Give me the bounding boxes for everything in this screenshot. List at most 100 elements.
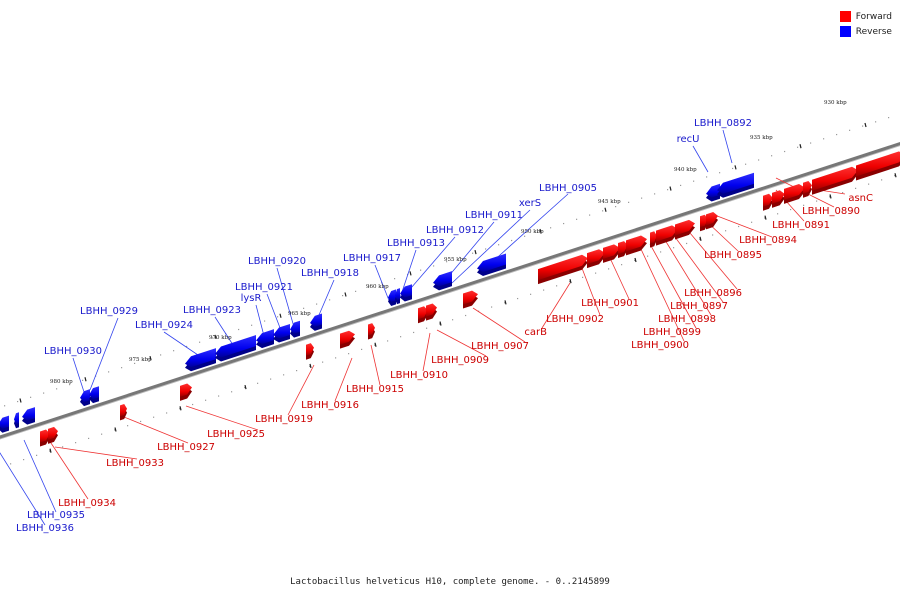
forward-gene-arrow[interactable] <box>120 404 127 417</box>
reverse-gene-label[interactable]: LBHH_0905 <box>539 183 597 194</box>
forward-gene-arrow[interactable] <box>180 383 192 397</box>
forward-gene-label[interactable]: LBHH_0894 <box>739 235 797 246</box>
tick-dot <box>504 302 506 304</box>
leader-line <box>579 262 601 316</box>
forward-gene-label[interactable]: LBHH_0910 <box>390 370 448 381</box>
tick-dot <box>426 327 428 329</box>
reverse-gene-arrow[interactable] <box>388 289 396 302</box>
tick-dot <box>23 459 25 461</box>
reverse-gene-arrow[interactable] <box>717 172 754 194</box>
forward-gene-arrow[interactable] <box>48 426 58 440</box>
reverse-gene-label[interactable]: LBHH_0912 <box>426 225 484 236</box>
tick-dot <box>810 142 812 144</box>
reverse-gene-arrow[interactable] <box>433 271 452 287</box>
forward-gene-label[interactable]: LBHH_0934 <box>58 498 116 509</box>
reverse-gene-arrow[interactable] <box>400 284 412 298</box>
forward-gene-label[interactable]: LBHH_0909 <box>431 355 489 366</box>
forward-gene-label[interactable]: LBHH_0896 <box>684 288 742 299</box>
forward-gene-arrow[interactable] <box>306 343 314 356</box>
forward-gene-arrow[interactable] <box>675 219 695 236</box>
forward-gene-arrow[interactable] <box>603 244 620 259</box>
forward-gene-label[interactable]: asnC <box>848 193 873 204</box>
forward-gene-arrow[interactable] <box>40 429 50 443</box>
reverse-gene-arrow[interactable] <box>477 253 506 273</box>
forward-gene-label[interactable]: LBHH_0916 <box>301 400 359 411</box>
forward-gene-arrow[interactable] <box>784 184 805 200</box>
tick-dot <box>790 208 792 211</box>
leader-line <box>48 439 89 500</box>
forward-gene-label[interactable]: LBHH_0897 <box>670 301 728 312</box>
kbp-label: 950 kbp <box>521 229 544 235</box>
tick-dot <box>69 384 71 386</box>
leader-line <box>489 193 569 265</box>
forward-gene-arrow[interactable] <box>772 190 785 204</box>
reverse-gene-arrow[interactable] <box>185 348 216 368</box>
forward-gene-arrow[interactable] <box>418 306 428 320</box>
forward-gene-arrow[interactable] <box>538 254 588 281</box>
forward-gene-arrow[interactable] <box>706 211 718 226</box>
reverse-gene-arrow[interactable] <box>395 288 400 301</box>
reverse-gene-arrow[interactable] <box>0 415 9 429</box>
reverse-gene-label[interactable]: LBHH_0923 <box>183 305 241 316</box>
reverse-gene-arrow[interactable] <box>215 335 256 358</box>
reverse-gene-label[interactable]: LBHH_0936 <box>16 523 74 534</box>
reverse-gene-arrow[interactable] <box>706 183 720 198</box>
reverse-gene-arrow[interactable] <box>273 323 290 339</box>
tick-dot <box>576 218 578 220</box>
forward-gene-label[interactable]: LBHH_0895 <box>704 250 762 261</box>
forward-gene-arrow[interactable] <box>763 193 773 207</box>
forward-gene-label[interactable]: LBHH_0933 <box>106 458 164 469</box>
reverse-gene-label[interactable]: LBHH_0935 <box>27 510 85 521</box>
reverse-gene-label[interactable]: LBHH_0924 <box>135 320 193 331</box>
reverse-gene-label[interactable]: xerS <box>519 198 541 209</box>
reverse-gene-label[interactable]: LBHH_0913 <box>387 238 445 249</box>
forward-gene-label[interactable]: LBHH_0901 <box>581 298 639 309</box>
reverse-gene-label[interactable]: LBHH_0892 <box>694 118 752 129</box>
tick-dot <box>127 425 129 427</box>
reverse-gene-label[interactable]: LBHH_0911 <box>465 210 523 221</box>
forward-gene-label[interactable]: carB <box>524 327 547 338</box>
forward-gene-label[interactable]: LBHH_0899 <box>643 327 701 338</box>
forward-gene-label[interactable]: LBHH_0927 <box>157 442 215 453</box>
forward-gene-arrow[interactable] <box>587 249 605 265</box>
reverse-gene-label[interactable]: LBHH_0929 <box>80 306 138 317</box>
forward-gene-arrow[interactable] <box>812 166 858 191</box>
reverse-gene-label[interactable]: lysR <box>241 293 262 304</box>
forward-gene-arrow[interactable] <box>340 330 355 345</box>
reverse-gene-arrow[interactable] <box>80 389 90 403</box>
forward-gene-label[interactable]: LBHH_0915 <box>346 384 404 395</box>
forward-gene-arrow[interactable] <box>463 290 478 305</box>
forward-gene-label[interactable]: LBHH_0898 <box>658 314 716 325</box>
forward-gene-arrow[interactable] <box>618 241 628 255</box>
tick-dot <box>855 187 857 189</box>
reverse-gene-label[interactable]: LBHH_0921 <box>235 282 293 293</box>
forward-gene-label[interactable]: LBHH_0925 <box>207 429 265 440</box>
reverse-gene-arrow[interactable] <box>310 313 322 327</box>
tick-dot <box>699 238 701 240</box>
forward-gene-arrow[interactable] <box>368 323 375 336</box>
reverse-gene-arrow[interactable] <box>89 386 99 400</box>
reverse-gene-label[interactable]: recU <box>677 134 700 145</box>
reverse-gene-label[interactable]: LBHH_0920 <box>248 256 306 267</box>
major-tick <box>374 342 377 347</box>
forward-gene-label[interactable]: LBHH_0919 <box>255 414 313 425</box>
forward-gene-arrow[interactable] <box>626 235 647 252</box>
reverse-gene-arrow[interactable] <box>14 412 19 425</box>
reverse-gene-label[interactable]: LBHH_0917 <box>343 253 401 264</box>
forward-gene-label[interactable]: LBHH_0907 <box>471 341 529 352</box>
forward-gene-arrow[interactable] <box>650 231 657 244</box>
reverse-gene-arrow[interactable] <box>22 407 35 421</box>
forward-gene-arrow[interactable] <box>656 225 678 242</box>
forward-gene-arrow[interactable] <box>856 151 900 177</box>
forward-gene-label[interactable]: LBHH_0902 <box>546 314 604 325</box>
reverse-gene-arrow[interactable] <box>290 320 300 334</box>
forward-gene-arrow[interactable] <box>803 180 812 194</box>
forward-gene-label[interactable]: LBHH_0900 <box>631 340 689 351</box>
reverse-gene-label[interactable]: LBHH_0918 <box>301 268 359 279</box>
forward-gene-arrow[interactable] <box>426 303 437 317</box>
reverse-gene-label[interactable]: LBHH_0930 <box>44 346 102 357</box>
tick-dot <box>459 256 461 259</box>
forward-gene-label[interactable]: LBHH_0891 <box>772 220 830 231</box>
reverse-gene-arrow[interactable] <box>256 329 274 345</box>
forward-gene-label[interactable]: LBHH_0890 <box>802 206 860 217</box>
